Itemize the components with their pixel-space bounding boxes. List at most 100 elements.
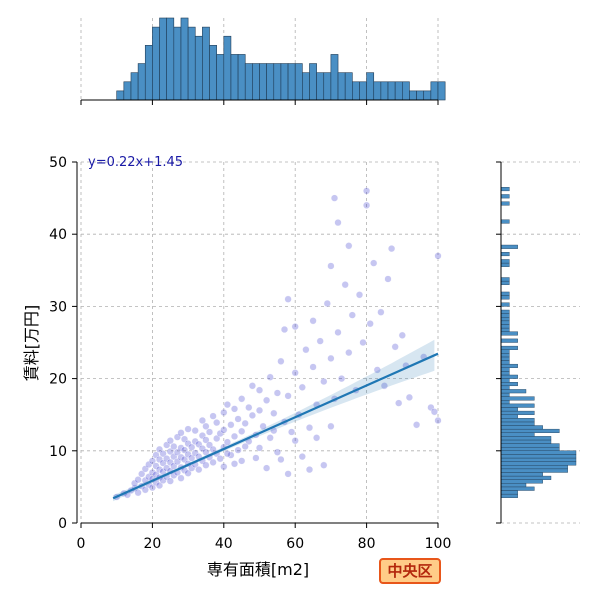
top-histogram-bar (237, 54, 246, 101)
top-histogram-bar (409, 90, 417, 101)
scatter-point (255, 386, 264, 394)
scatter-point (220, 463, 228, 471)
scatter-point (252, 454, 260, 462)
right-histogram-bar (500, 410, 535, 415)
scatter-point (238, 427, 246, 435)
scatter-point (213, 419, 221, 427)
scatter-point (327, 262, 335, 270)
scatter-point (373, 366, 381, 374)
top-histogram-bar (194, 35, 203, 101)
scatter-point (213, 434, 221, 443)
scatter-point (163, 455, 171, 463)
scatter-point (330, 194, 339, 202)
scatter-point (248, 411, 257, 420)
scatter-point (155, 445, 164, 454)
y-tick-label: 30 (49, 299, 67, 315)
right-histogram-bar (500, 400, 510, 405)
right-histogram-bar (500, 475, 552, 480)
scatter-point (280, 325, 289, 334)
scatter-point (155, 455, 164, 464)
right-histogram-bar (500, 443, 560, 448)
regression-ci-band (113, 339, 435, 502)
scatter-point (220, 426, 228, 434)
right-histogram-bar (500, 219, 510, 224)
scatter-point (159, 459, 167, 467)
scatter-point (405, 393, 414, 402)
top-histogram-axis (80, 99, 439, 105)
scatter-point (205, 428, 214, 436)
top-histogram-bar (359, 81, 367, 101)
top-histogram-bar (187, 26, 196, 101)
scatter-point (238, 457, 246, 465)
right-histogram-bar (500, 320, 510, 325)
scatter-point (145, 473, 153, 481)
scatter-point (277, 357, 285, 365)
scatter-point (177, 453, 185, 461)
right-histogram-bar (500, 425, 543, 430)
scatter-point (255, 406, 264, 415)
scatter-point (209, 412, 217, 420)
scatter-point (141, 486, 149, 494)
scatter-point (166, 477, 174, 485)
right-histogram-bar (500, 201, 510, 206)
scatter-point (363, 201, 371, 209)
y-axis-label: 賃料[万円] (22, 305, 41, 382)
top-histogram-bar (130, 72, 139, 101)
scatter-point (305, 466, 314, 474)
top-histogram-bar (380, 81, 389, 101)
scatter-point (291, 323, 299, 331)
x-tick-label: 0 (77, 536, 86, 552)
scatter-point (177, 474, 185, 482)
top-histogram-bar (394, 81, 403, 101)
top-histogram-bar (337, 72, 346, 101)
scatter-point (270, 409, 278, 417)
x-tick-labels: 0 20 40 60 80 100 (77, 536, 452, 552)
scatter-point (180, 455, 189, 464)
scatter-point (148, 457, 157, 465)
scatter-point (338, 375, 346, 383)
right-histogram-bar (500, 295, 510, 300)
scatter-point (238, 395, 246, 403)
scatter-point (316, 337, 324, 345)
right-histogram-bar (500, 457, 577, 462)
top-histogram-bar (430, 81, 439, 101)
right-histogram-bar (500, 439, 552, 444)
scatter-point (202, 448, 210, 456)
scatter-point (230, 432, 239, 441)
top-histogram-bar (344, 72, 353, 101)
right-histogram-bar (500, 414, 518, 419)
scatter-point (155, 481, 164, 490)
right-histogram-bar (500, 259, 510, 264)
scatter-point (184, 425, 192, 433)
top-histogram-bar (252, 63, 260, 101)
scatter-point (388, 245, 396, 253)
scatter-point (323, 299, 331, 308)
right-histogram-bar (500, 483, 527, 488)
scatter-point (241, 419, 249, 428)
x-tick-label: 80 (358, 536, 376, 552)
scatter-point (266, 434, 274, 442)
top-histogram-bar (230, 54, 239, 101)
scatter-point (320, 377, 328, 386)
regression-equation: y=0.22x+1.45 (88, 155, 183, 170)
scatter-point (245, 403, 253, 412)
scatter-point (138, 470, 146, 478)
x-tick-label: 20 (143, 536, 161, 552)
top-histogram-bar (273, 63, 282, 101)
scatter-point (298, 383, 306, 391)
right-histogram-axis (496, 161, 502, 524)
regression-line (112, 352, 439, 500)
top-histogram-bar (280, 63, 289, 101)
right-histogram-bar (500, 450, 577, 455)
top-histogram-bar (180, 17, 189, 101)
top-histogram-bar (352, 81, 360, 101)
scatter-point (284, 295, 292, 303)
right-histogram-bar (500, 363, 518, 368)
right-histogram-bar (500, 353, 510, 358)
scatter-point (159, 450, 167, 458)
y-tick-labels: 0 10 20 30 40 50 (49, 155, 67, 532)
scatter-point (313, 434, 321, 442)
scatter-point (180, 446, 189, 454)
scatter-point (163, 464, 171, 472)
top-histogram-bar (244, 63, 253, 101)
